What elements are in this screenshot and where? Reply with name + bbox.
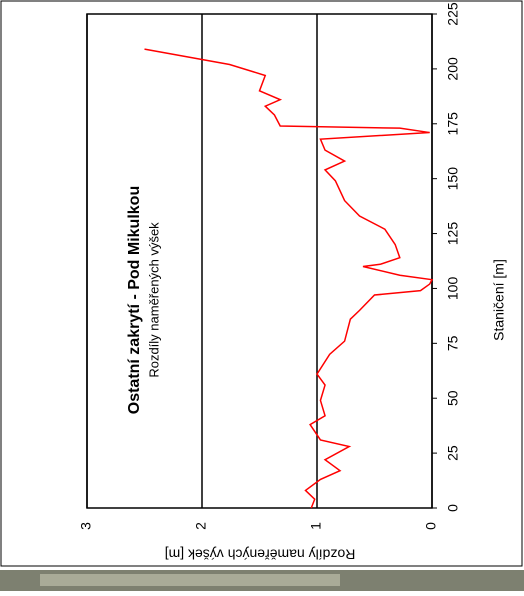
rotated-chart: Ostatní zakrytí - Pod Mikulkou Rozdíly n…: [78, 2, 507, 562]
x-tick-label: 75: [445, 335, 461, 351]
y-axis-title: Rozdíly naměřených výšek [m]: [165, 546, 356, 562]
x-tick-label: 150: [445, 167, 461, 191]
photo-detail: [40, 574, 340, 586]
y-tick-label: 0: [423, 522, 439, 530]
x-tick-label: 100: [445, 277, 461, 301]
x-tick-label: 175: [445, 112, 461, 136]
chart-subtitle: Rozdíly naměřených výšek: [146, 222, 161, 378]
chart-title: Ostatní zakrytí - Pod Mikulkou: [126, 186, 143, 414]
y-tick-label: 2: [193, 522, 209, 530]
x-axis-title: Staničení [m]: [491, 259, 507, 341]
chart-frame: [0, 0, 523, 567]
x-tick-label: 200: [445, 57, 461, 81]
x-tick-label: 50: [445, 390, 461, 406]
x-tick-label: 0: [445, 504, 461, 512]
x-tick-label: 225: [445, 2, 461, 26]
x-tick-label: 125: [445, 222, 461, 246]
y-tick-label: 3: [78, 522, 94, 530]
y-tick-label: 1: [308, 522, 324, 530]
data-line: [144, 48, 434, 509]
x-tick-label: 25: [445, 445, 461, 461]
